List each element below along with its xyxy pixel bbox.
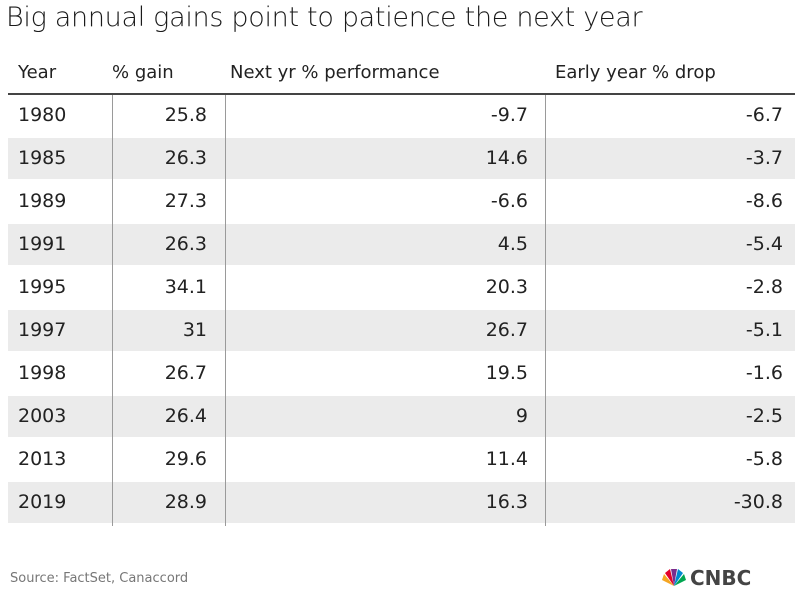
- value-cell: 26.7: [164, 362, 207, 384]
- value-cell: 9: [515, 405, 528, 427]
- value-cell: -5.8: [745, 448, 783, 470]
- value-cell: -6.6: [490, 190, 528, 212]
- table-row: [8, 138, 795, 179]
- header-rule: [8, 93, 795, 95]
- value-cell: 19.5: [485, 362, 528, 384]
- table-row: [8, 224, 795, 265]
- value-cell: -8.6: [745, 190, 783, 212]
- year-cell: 2013: [18, 448, 67, 470]
- peacock-icon: [662, 569, 686, 586]
- column-divider: [225, 95, 226, 526]
- value-cell: -9.7: [490, 104, 528, 126]
- value-cell: 31: [182, 319, 207, 341]
- year-cell: 1991: [18, 233, 67, 255]
- column-divider: [545, 95, 546, 526]
- year-cell: 1980: [18, 104, 67, 126]
- value-cell: 28.9: [164, 491, 207, 513]
- value-cell: 27.3: [164, 190, 207, 212]
- value-cell: -30.8: [733, 491, 783, 513]
- year-cell: 1989: [18, 190, 67, 212]
- logo: CNBC: [662, 566, 751, 590]
- value-cell: -2.5: [745, 405, 783, 427]
- value-cell: 34.1: [164, 276, 207, 298]
- table-row: [8, 310, 795, 351]
- column-divider: [112, 95, 113, 526]
- value-cell: -5.4: [745, 233, 783, 255]
- column-header: Next yr % performance: [230, 62, 440, 83]
- value-cell: -6.7: [745, 104, 783, 126]
- source-note: Source: FactSet, Canaccord: [10, 571, 189, 586]
- value-cell: 11.4: [485, 448, 528, 470]
- value-cell: 26.7: [485, 319, 528, 341]
- table-row: [8, 396, 795, 437]
- value-cell: -3.7: [745, 147, 783, 169]
- title: Big annual gains point to patience the n…: [6, 2, 643, 33]
- value-cell: -2.8: [745, 276, 783, 298]
- year-cell: 2003: [18, 405, 67, 427]
- year-cell: 2019: [18, 491, 67, 513]
- table: Year % gain Next yr % performance Early yea…: [8, 54, 795, 526]
- logo-text: CNBC: [690, 566, 751, 590]
- table-row: [8, 482, 795, 523]
- value-cell: -1.6: [745, 362, 783, 384]
- value-cell: 14.6: [485, 147, 528, 169]
- value-cell: 26.3: [164, 233, 207, 255]
- column-header: % gain: [112, 62, 174, 83]
- column-header: Early year % drop: [555, 62, 716, 83]
- value-cell: 4.5: [497, 233, 528, 255]
- value-cell: 25.8: [164, 104, 207, 126]
- value-cell: 29.6: [164, 448, 207, 470]
- year-cell: 1998: [18, 362, 67, 384]
- value-cell: 16.3: [485, 491, 528, 513]
- value-cell: -5.1: [745, 319, 783, 341]
- value-cell: 26.3: [164, 147, 207, 169]
- value-cell: 20.3: [485, 276, 528, 298]
- year-cell: 1997: [18, 319, 67, 341]
- year-cell: 1985: [18, 147, 67, 169]
- value-cell: 26.4: [164, 405, 207, 427]
- year-cell: 1995: [18, 276, 67, 298]
- column-header: Year: [18, 62, 57, 83]
